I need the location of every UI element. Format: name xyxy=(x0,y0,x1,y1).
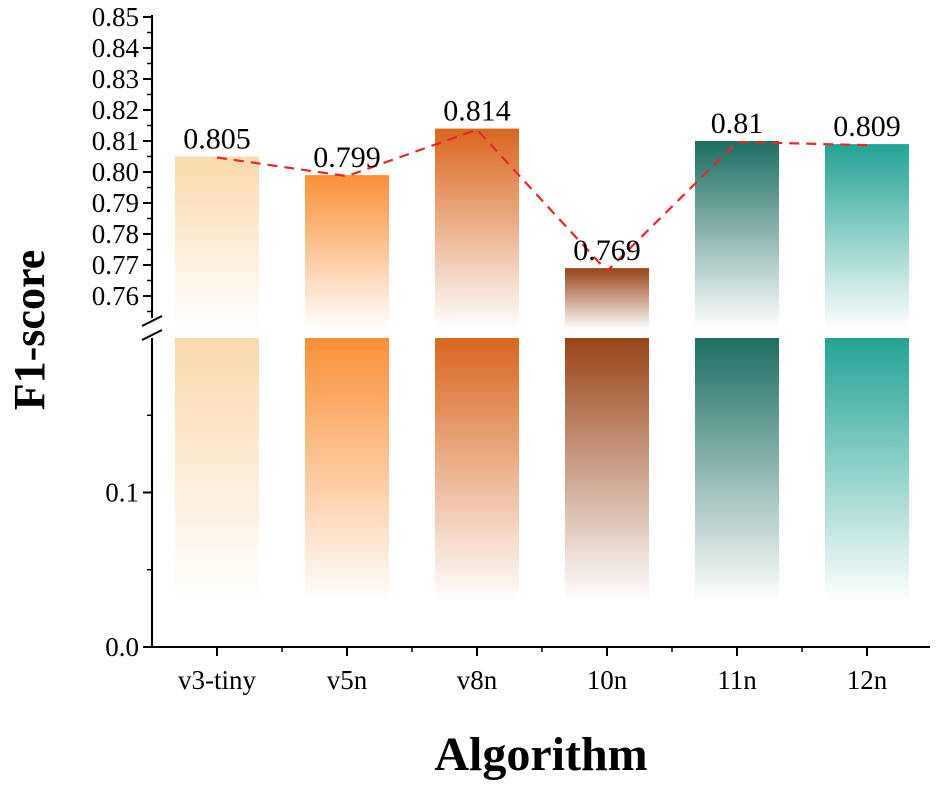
axis-layer: 0.760.770.780.790.800.810.820.830.840.85… xyxy=(92,2,930,695)
axis-break-mark xyxy=(141,315,163,327)
data-label-v8n: 0.814 xyxy=(443,95,511,128)
bar-lower-v3-tiny xyxy=(175,338,259,602)
labels-layer: 0.805 0.799 0.814 0.769 0.81 0.809 xyxy=(183,95,901,268)
trend-layer xyxy=(216,128,868,273)
data-label-10n: 0.769 xyxy=(573,234,641,267)
y-tick-label: 0.0 xyxy=(105,632,139,662)
y-axis-title: F1-score xyxy=(5,250,54,410)
x-tick-label-v3-tiny: v3-tiny xyxy=(178,665,256,695)
data-label-v3-tiny: 0.805 xyxy=(183,123,251,156)
bar-upper-v8n xyxy=(435,128,519,330)
data-label-v5n: 0.799 xyxy=(313,141,381,174)
bar-upper-v3-tiny xyxy=(175,156,259,330)
y-tick-label: 0.78 xyxy=(92,219,139,249)
bars-layer xyxy=(175,128,909,602)
bar-upper-v5n xyxy=(305,175,389,330)
bar-lower-v5n xyxy=(305,338,389,602)
y-tick-label: 0.85 xyxy=(92,2,139,32)
bar-lower-12n xyxy=(825,338,909,602)
bar-lower-11n xyxy=(695,338,779,602)
bar-upper-11n xyxy=(695,141,779,330)
data-label-11n: 0.81 xyxy=(711,107,764,140)
data-label-12n: 0.809 xyxy=(833,110,901,143)
x-tick-label-10n: 10n xyxy=(587,665,628,695)
x-tick-label-v5n: v5n xyxy=(327,665,368,695)
y-tick-label: 0.81 xyxy=(92,126,139,156)
bar-upper-10n xyxy=(565,268,649,330)
x-tick-label-11n: 11n xyxy=(717,665,757,695)
y-tick-label: 0.77 xyxy=(92,250,139,280)
trend-line xyxy=(216,128,868,273)
x-tick-label-12n: 12n xyxy=(847,665,888,695)
y-tick-label: 0.83 xyxy=(92,64,139,94)
y-tick-label: 0.84 xyxy=(92,33,140,63)
bar-upper-12n xyxy=(825,144,909,330)
bar-lower-10n xyxy=(565,338,649,602)
y-tick-label: 0.76 xyxy=(92,281,139,311)
axis-break-mark xyxy=(141,329,163,341)
y-tick-label: 0.80 xyxy=(92,157,139,187)
bar-lower-v8n xyxy=(435,338,519,602)
x-axis-title: Algorithm xyxy=(434,728,647,781)
y-tick-label: 0.79 xyxy=(92,188,139,218)
x-tick-label-v8n: v8n xyxy=(457,665,498,695)
y-tick-label: 0.1 xyxy=(105,478,139,508)
y-tick-label: 0.82 xyxy=(92,95,139,125)
